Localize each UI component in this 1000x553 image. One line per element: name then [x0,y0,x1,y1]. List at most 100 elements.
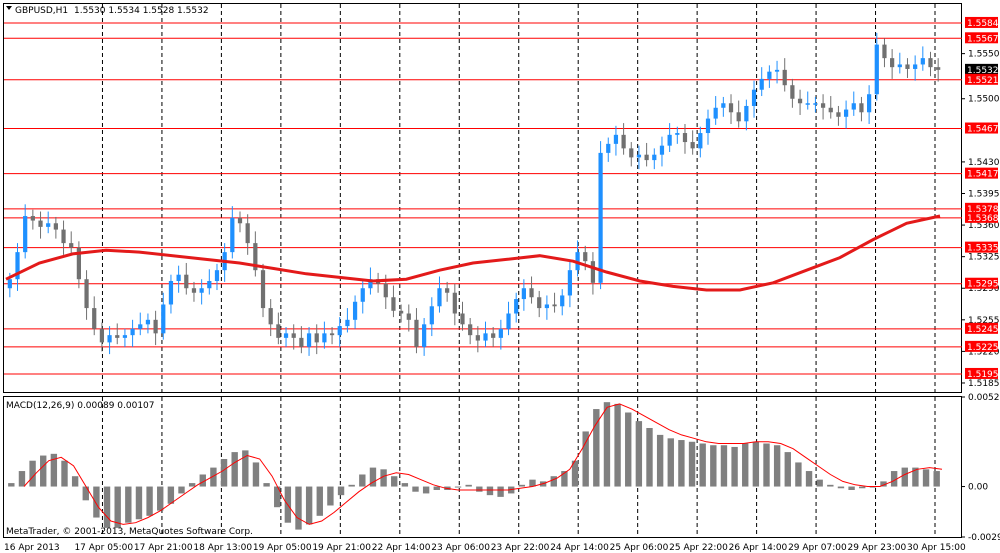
candle[interactable] [322,321,327,349]
candle[interactable] [38,211,43,239]
candle[interactable] [414,308,419,354]
candle[interactable] [805,91,810,110]
candle[interactable] [260,263,266,318]
candle[interactable] [138,312,143,336]
candle[interactable] [268,299,273,337]
candle[interactable] [621,123,626,155]
candle[interactable] [851,91,856,116]
candle[interactable] [920,46,925,71]
candle[interactable] [721,96,726,117]
candle[interactable] [230,206,235,259]
candle[interactable] [345,308,350,333]
candle[interactable] [890,49,895,79]
candle[interactable] [813,96,818,113]
candle[interactable] [30,209,35,230]
candle[interactable] [92,296,97,336]
candle[interactable] [491,327,496,347]
candle[interactable] [306,327,312,356]
candle[interactable] [514,292,519,323]
candle[interactable] [460,301,465,331]
candle[interactable] [445,281,450,302]
candle[interactable] [468,318,473,345]
dropdown-triangle-icon[interactable] [6,6,12,10]
candle[interactable] [406,304,411,332]
candle[interactable] [606,137,611,162]
candle[interactable] [560,289,565,316]
candle[interactable] [774,60,780,84]
candle[interactable] [843,100,849,129]
candle[interactable] [736,100,741,128]
candle[interactable] [705,109,711,145]
candle[interactable] [237,211,243,233]
candle[interactable] [46,211,51,234]
candle[interactable] [23,204,28,259]
candle[interactable] [360,279,365,314]
candle[interactable] [652,148,657,170]
candle[interactable] [107,326,112,355]
candle[interactable] [437,276,442,313]
candle[interactable] [69,231,74,254]
candle[interactable] [590,252,596,295]
candle[interactable] [782,58,787,92]
candle[interactable] [199,279,204,305]
candle[interactable] [820,94,826,120]
candle[interactable] [452,283,457,326]
candle[interactable] [644,142,649,167]
candle[interactable] [337,317,342,347]
candle[interactable] [767,65,772,88]
candle[interactable] [797,89,803,115]
candle[interactable] [53,216,58,239]
candle[interactable] [874,32,879,101]
candle[interactable] [759,67,764,97]
candle[interactable] [529,276,534,304]
candle[interactable] [690,130,695,155]
candle[interactable] [659,136,665,167]
candle[interactable] [567,261,573,308]
candle[interactable] [207,269,212,295]
candle[interactable] [168,274,174,314]
candle[interactable] [682,124,688,154]
candle[interactable] [99,322,105,352]
candle[interactable] [253,231,258,277]
candle[interactable] [422,318,427,356]
candle[interactable] [552,292,557,313]
candle[interactable] [145,313,151,334]
candle[interactable] [828,96,833,119]
candle[interactable] [636,145,642,170]
candle[interactable] [130,319,135,347]
candle[interactable] [76,241,81,289]
candle[interactable] [506,301,511,336]
candle[interactable] [61,220,66,255]
candle[interactable] [598,141,603,290]
candle[interactable] [744,99,749,131]
candle[interactable] [790,78,795,108]
horizontal-levels[interactable] [4,22,962,375]
candle[interactable] [153,310,158,346]
candle[interactable] [352,295,358,329]
candle[interactable] [544,295,549,320]
candle[interactable] [882,38,887,68]
candle[interactable] [429,297,434,337]
candle[interactable] [675,126,680,144]
candles[interactable] [7,32,941,356]
candle[interactable] [905,58,910,78]
candle[interactable] [613,125,619,156]
candle[interactable] [936,58,941,82]
candle[interactable] [176,265,181,293]
candle[interactable] [698,126,703,158]
candle[interactable] [897,52,902,74]
candle[interactable] [867,85,872,125]
candle[interactable] [161,292,166,340]
candle[interactable] [391,285,396,318]
candle[interactable] [399,304,404,323]
candle[interactable] [291,324,296,350]
candle[interactable] [913,55,918,81]
candle[interactable] [122,328,128,347]
candle[interactable] [713,96,718,125]
candle[interactable] [84,270,89,320]
candle[interactable] [299,326,304,354]
candle[interactable] [245,214,250,255]
candle[interactable] [184,262,189,295]
candle[interactable] [276,312,281,345]
